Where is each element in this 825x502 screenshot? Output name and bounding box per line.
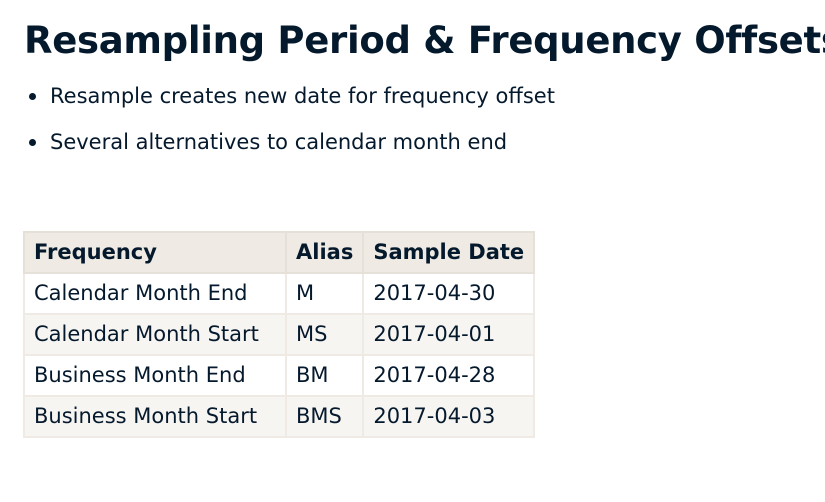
bullet-text: Resample creates new date for frequency … [50,84,555,108]
table-header-row: Frequency Alias Sample Date [23,231,536,274]
cell-frequency: Calendar Month End [23,272,287,315]
cell-alias: MS [284,313,365,356]
table-row: Calendar Month End M 2017-04-30 [23,272,536,315]
header-frequency: Frequency [23,231,287,274]
bullet-item: Several alternatives to calendar month e… [24,126,555,158]
cell-alias: BMS [284,395,365,438]
table-row: Business Month Start BMS 2017-04-03 [23,395,536,438]
bullet-item: Resample creates new date for frequency … [24,80,555,112]
cell-sample-date: 2017-04-03 [362,395,536,438]
table-row: Business Month End BM 2017-04-28 [23,354,536,397]
header-sample-date: Sample Date [362,231,536,274]
cell-sample-date: 2017-04-28 [362,354,536,397]
frequency-alias-table: Frequency Alias Sample Date Calendar Mon… [23,231,536,438]
table-row: Calendar Month Start MS 2017-04-01 [23,313,536,356]
cell-alias: M [284,272,365,315]
cell-sample-date: 2017-04-01 [362,313,536,356]
bullet-dot-icon [29,93,36,100]
bullet-list: Resample creates new date for frequency … [24,80,555,172]
header-alias: Alias [284,231,365,274]
cell-frequency: Business Month End [23,354,287,397]
cell-frequency: Business Month Start [23,395,287,438]
bullet-text: Several alternatives to calendar month e… [50,130,508,154]
cell-alias: BM [284,354,365,397]
bullet-dot-icon [29,139,36,146]
cell-sample-date: 2017-04-30 [362,272,536,315]
slide-title: Resampling Period & Frequency Offsets [24,19,825,62]
cell-frequency: Calendar Month Start [23,313,287,356]
